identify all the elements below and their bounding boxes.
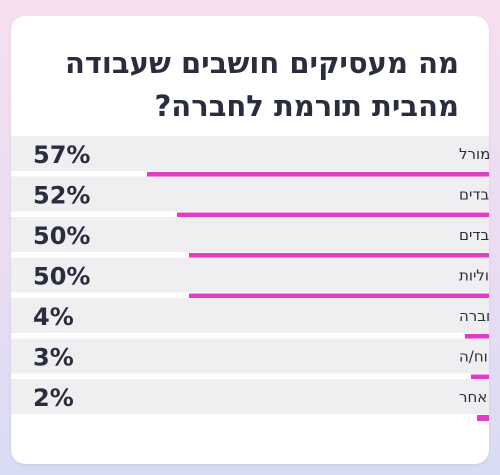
row-stripe bbox=[11, 379, 489, 414]
bar bbox=[189, 253, 489, 259]
category-label: חיסכון בעלויות תפעוליות bbox=[459, 267, 489, 285]
row-stripe bbox=[11, 338, 489, 374]
bar-chart: העלאת המורל 57% מפחית תחלופת עובדים 52% מפחי… bbox=[11, 136, 489, 421]
row-stripe bbox=[11, 257, 489, 293]
value-label: 57% bbox=[33, 141, 90, 169]
bar bbox=[465, 334, 489, 340]
category-label: אחר bbox=[459, 388, 487, 406]
category-label: לא נצפו תועלות לחברה bbox=[459, 307, 489, 325]
value-label: 2% bbox=[33, 384, 74, 412]
chart-card: מה מעסיקים חושבים שעבודה מהבית תורמת לחב… bbox=[11, 16, 489, 464]
row-stripe bbox=[11, 176, 489, 212]
bar bbox=[147, 172, 489, 178]
row-stripe bbox=[11, 136, 489, 171]
chart-title: מה מעסיקים חושבים שעבודה מהבית תורמת לחב… bbox=[64, 46, 459, 123]
value-label: 50% bbox=[33, 222, 90, 250]
value-label: 3% bbox=[33, 344, 74, 372]
category-label: לא בטוח/ה bbox=[459, 348, 489, 366]
bar bbox=[189, 293, 489, 300]
bar bbox=[177, 212, 489, 219]
category-label: מפחית תחלופת עובדים bbox=[459, 186, 489, 204]
value-label: 50% bbox=[33, 263, 90, 291]
bar bbox=[471, 374, 489, 381]
value-label: 52% bbox=[33, 182, 90, 210]
row-stripe bbox=[11, 217, 489, 252]
category-label: מפחית היעדרויות של עובדים bbox=[459, 226, 489, 244]
bar bbox=[477, 415, 489, 421]
value-label: 4% bbox=[33, 303, 74, 331]
row-stripe bbox=[11, 298, 489, 333]
category-label: העלאת המורל bbox=[459, 145, 489, 163]
